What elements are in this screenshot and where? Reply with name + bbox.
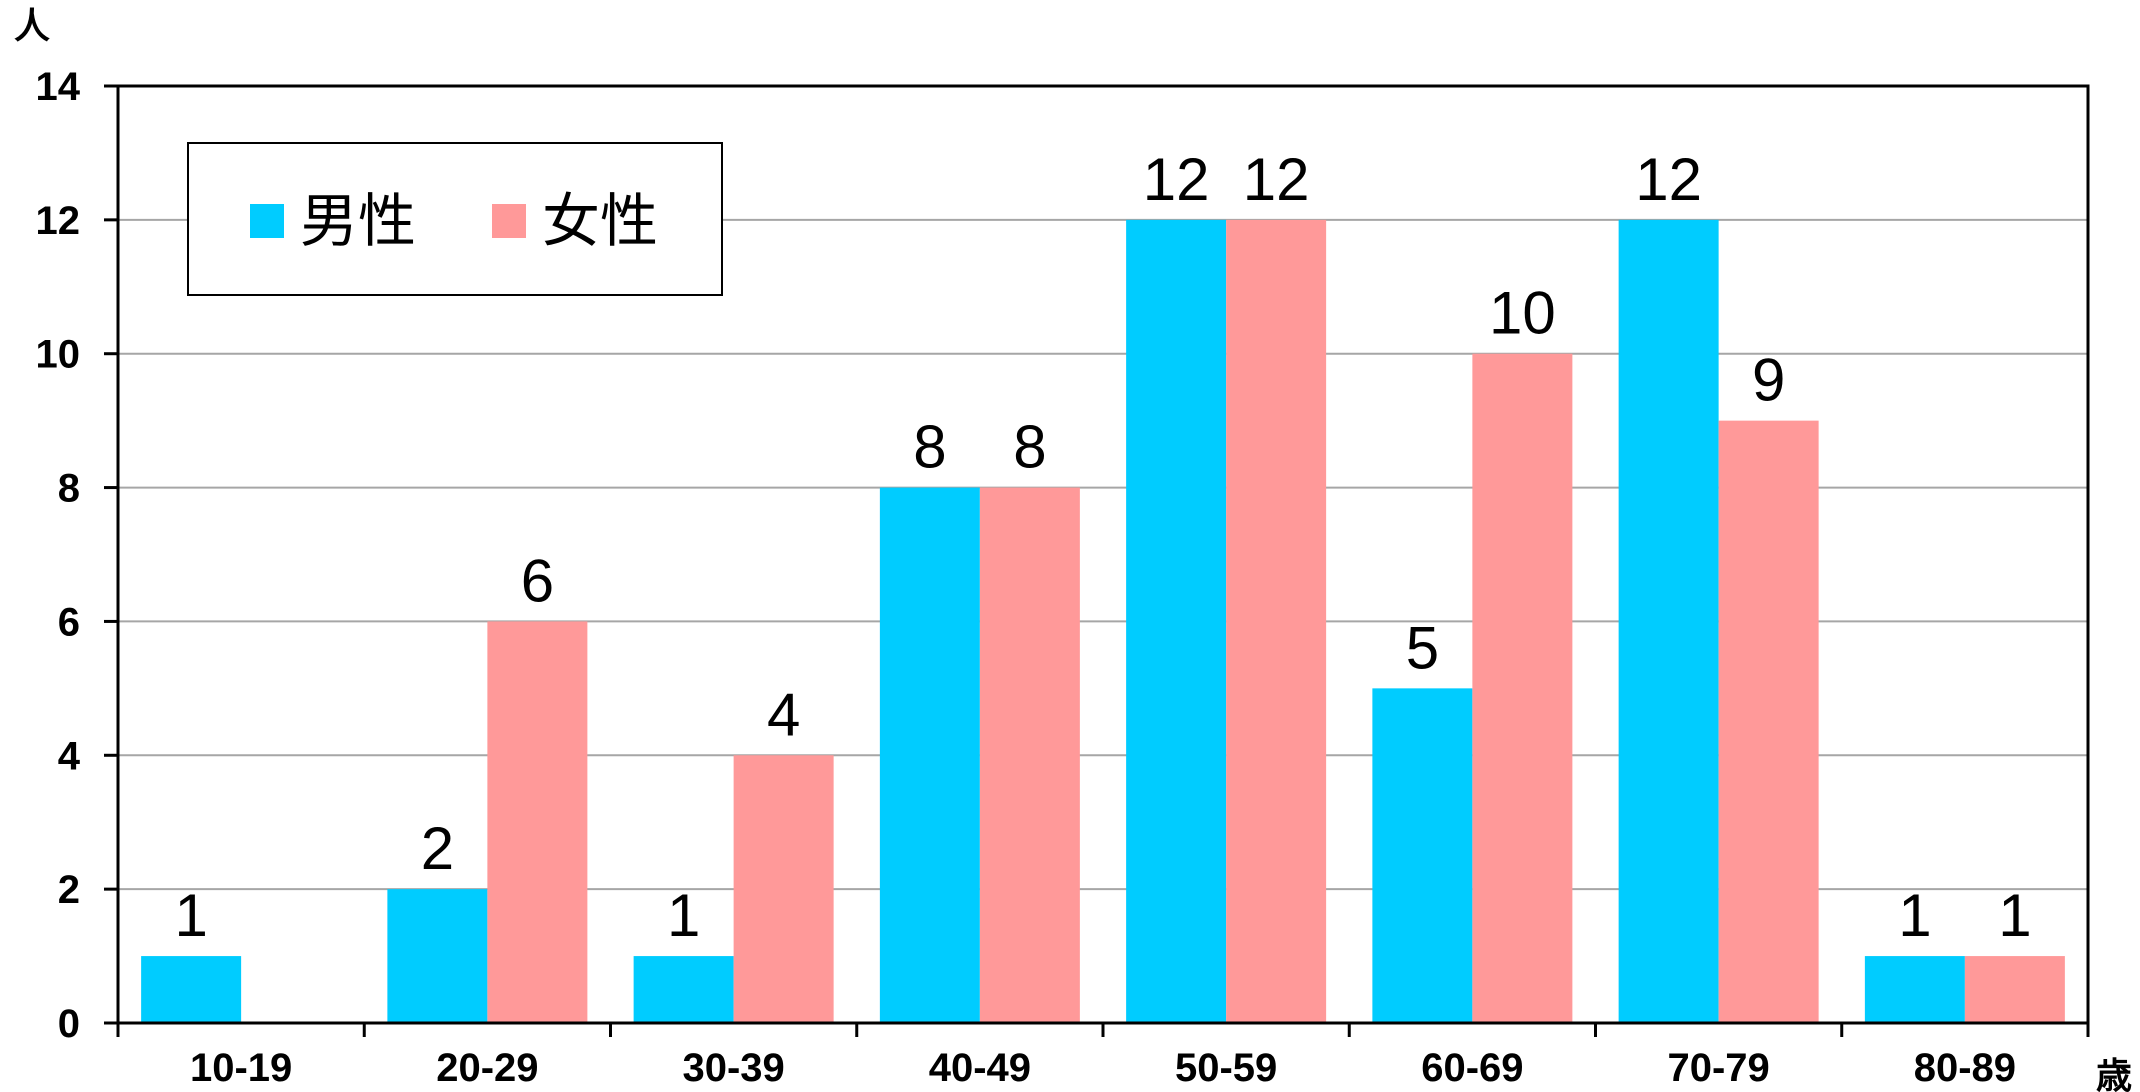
y-tick-label: 4 [58, 734, 81, 778]
bar-female [1964, 956, 2065, 1023]
legend: 男性 女性 [187, 142, 723, 296]
data-label-female: 10 [1489, 280, 1556, 347]
y-tick-label: 12 [36, 199, 81, 243]
data-label-female: 6 [521, 547, 554, 614]
data-label-male: 1 [1898, 882, 1931, 949]
x-tick-label: 60-69 [1421, 1046, 1523, 1090]
data-label-male: 5 [1406, 614, 1439, 681]
bars [141, 219, 2065, 1024]
data-label-male: 8 [913, 414, 946, 481]
legend-label-male: 男性 [300, 187, 416, 255]
legend-label-female: 女性 [542, 187, 658, 255]
data-label-female: 4 [767, 681, 800, 748]
bar-male [1126, 219, 1227, 1023]
y-tick-label: 8 [58, 467, 80, 511]
bar-male [1372, 688, 1473, 1023]
bar-female [979, 487, 1080, 1024]
data-label-female: 1 [1998, 882, 2031, 949]
bar-male [879, 487, 980, 1024]
x-tick-label: 10-19 [190, 1046, 292, 1090]
bar-male [633, 956, 734, 1023]
y-tick-labels: 0 2 4 6 8 10 12 14 [36, 65, 81, 1046]
y-axis-unit-label: 人 [14, 6, 50, 47]
bar-female [1226, 219, 1327, 1023]
data-label-female: 9 [1752, 347, 1785, 414]
y-tick-label: 2 [58, 868, 80, 912]
y-tick-label: 10 [36, 333, 81, 377]
bar-female [1718, 420, 1819, 1024]
y-tick-label: 14 [36, 65, 81, 109]
data-label-male: 12 [1635, 146, 1702, 213]
bar-female [733, 755, 834, 1023]
x-axis-unit-label: 歳 [2096, 1056, 2132, 1092]
legend-swatch-female [492, 204, 526, 238]
legend-swatch-male [250, 204, 284, 238]
x-tick-labels: 10-19 20-29 30-39 40-49 50-59 60-69 70-79 80-89 [190, 1046, 2016, 1090]
x-tick-label: 70-79 [1667, 1046, 1769, 1090]
y-tick-label: 0 [58, 1002, 80, 1046]
bar-male [1618, 219, 1719, 1023]
data-label-female: 8 [1013, 414, 1046, 481]
data-label-male: 12 [1143, 146, 1210, 213]
data-label-male: 1 [667, 882, 700, 949]
bar-male [1864, 956, 1965, 1023]
x-tick-label: 80-89 [1914, 1046, 2016, 1090]
y-tick-label: 6 [58, 600, 80, 644]
bar-female [487, 621, 588, 1023]
bar-male [141, 956, 242, 1023]
data-label-male: 1 [174, 882, 207, 949]
x-tick-label: 50-59 [1175, 1046, 1277, 1090]
x-tick-label: 40-49 [929, 1046, 1031, 1090]
x-tick-label: 30-39 [682, 1046, 784, 1090]
data-label-female: 12 [1243, 146, 1310, 213]
axes [104, 84, 2090, 1037]
data-label-male: 2 [421, 815, 454, 882]
bar-male [387, 889, 488, 1023]
bar-female [1472, 353, 1573, 1023]
x-tick-label: 20-29 [436, 1046, 538, 1090]
